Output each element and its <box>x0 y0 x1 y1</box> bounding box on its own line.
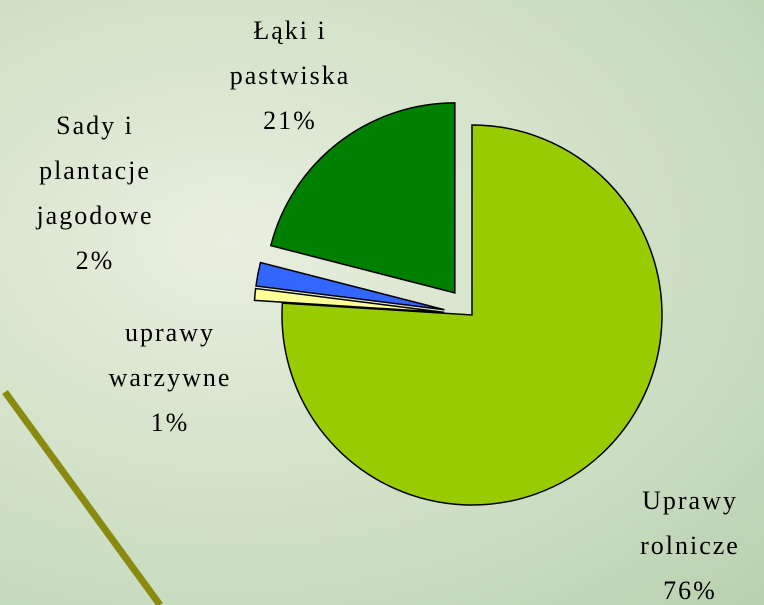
value-label: 2% <box>0 238 190 283</box>
value-label: 76% <box>610 568 764 605</box>
category-name: Łąki i pastwiska <box>200 8 380 98</box>
value-label: 21% <box>200 98 380 143</box>
category-name: Uprawy rolnicze <box>610 478 764 568</box>
value-label: 1% <box>80 400 260 445</box>
slide: Uprawy rolnicze76% uprawy warzywne1% Sady … <box>0 0 764 605</box>
category-name: Sady i plantacje jagodowe <box>0 103 190 238</box>
category-name: uprawy warzywne <box>80 310 260 400</box>
